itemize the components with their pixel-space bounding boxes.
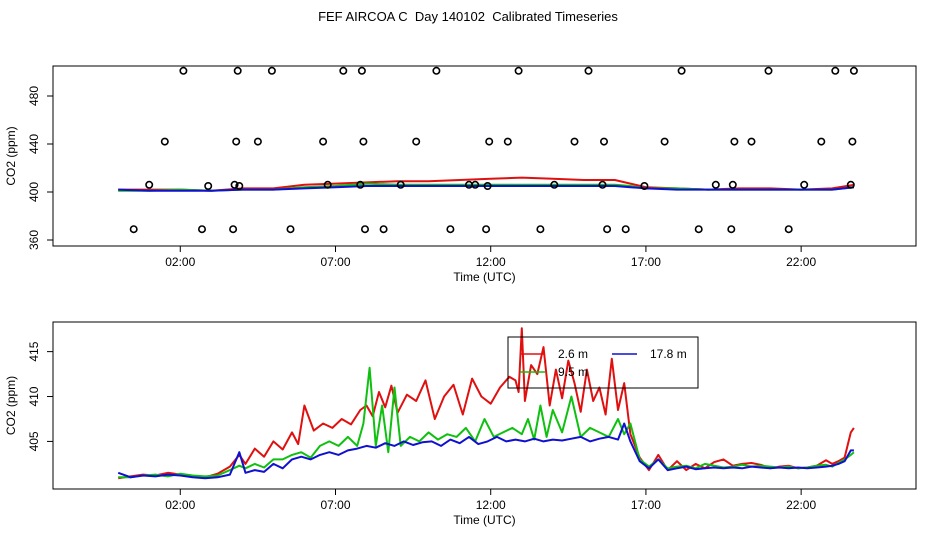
panel1-x-tick-label: 02:00 [165, 255, 195, 269]
panel2-x-tick-label: 02:00 [165, 498, 195, 512]
panel1-scatter-point [640, 182, 649, 191]
panel1-y-tick-label: 440 [27, 134, 41, 154]
panel1-scatter-point [598, 180, 607, 189]
panel1-scatter-point [286, 225, 295, 234]
panel1-scatter-point [356, 180, 365, 189]
panel1-scatter-point [784, 225, 793, 234]
panel2-series-line-2 [118, 366, 855, 479]
panel1-scatter-point [584, 66, 593, 75]
panel2-y-tick-label: 410 [27, 386, 41, 406]
panel1-scatter-point [728, 180, 737, 189]
panel1-x-tick-label: 17:00 [631, 255, 661, 269]
panel1-scatter-point [846, 180, 855, 189]
panel1-scatter-point [485, 137, 494, 146]
panel2-series-line-1 [118, 327, 855, 480]
panel1-scatter-point [677, 66, 686, 75]
panel1-scatter-point [727, 225, 736, 234]
panel1-scatter-point [503, 137, 512, 146]
panel1-scatter-point [233, 66, 242, 75]
panel1-x-tick-label: 07:00 [320, 255, 350, 269]
panel1-scatter-point [229, 225, 238, 234]
panel1-scatter-point [848, 137, 857, 146]
panel1-scatter-point [603, 225, 612, 234]
panel1-y-axis-label: CO2 (ppm) [4, 126, 18, 185]
panel1-scatter-point [747, 137, 756, 146]
panel1-scatter-point [396, 180, 405, 189]
panel1-scatter-point [145, 180, 154, 189]
legend-label-2: 9.5 m [558, 365, 588, 379]
panel1-series-line-3 [118, 185, 855, 192]
panel1-scatter-point [536, 225, 545, 234]
panel1-scatter-point [179, 66, 188, 75]
panel1-scatter-point [849, 66, 858, 75]
panel2-y-tick-label: 405 [27, 431, 41, 451]
panel1-scatter-point [323, 180, 332, 189]
panel1-scatter-point [446, 225, 455, 234]
panel1-scatter-point [253, 137, 262, 146]
chart-title: FEF AIRCOA C Day 140102 Calibrated Times… [318, 9, 618, 24]
panel1-scatter-point [432, 66, 441, 75]
panel1-scatter-point [694, 225, 703, 234]
panel1-scatter-point [379, 225, 388, 234]
panel1-scatter-point [319, 137, 328, 146]
panel1-scatter-point [230, 180, 239, 189]
panel2-series-line-3 [117, 422, 854, 480]
panel2-x-tick-label: 07:00 [320, 498, 350, 512]
panel1-scatter-point [711, 180, 720, 189]
panel1-scatter-point [357, 66, 366, 75]
panel1-y-tick-label: 480 [27, 86, 41, 106]
panel1-scatter-point [550, 180, 559, 189]
panel1-scatter-point [471, 180, 480, 189]
panel1-x-axis-label: Time (UTC) [453, 270, 515, 284]
panel1-scatter-point [660, 137, 669, 146]
panel1-plot-frame [52, 65, 917, 247]
panel1-scatter-point [764, 66, 773, 75]
panel1-scatter-point [817, 137, 826, 146]
panel1-scatter-point [198, 225, 207, 234]
panel2-plot-frame [52, 321, 917, 490]
panel2-x-axis-label: Time (UTC) [453, 513, 515, 527]
panel1-scatter-point [129, 225, 138, 234]
panel1-scatter-point [339, 66, 348, 75]
panel1-scatter-point [621, 225, 630, 234]
panel2-y-axis-label: CO2 (ppm) [4, 376, 18, 435]
legend-label-3: 17.8 m [650, 347, 687, 361]
panel1-scatter-point [730, 137, 739, 146]
panel1-scatter-point [482, 225, 491, 234]
panel1-scatter-point [831, 66, 840, 75]
panel1-scatter-point [570, 137, 579, 146]
panel1-scatter-point [800, 180, 809, 189]
panel1-scatter-point [359, 137, 368, 146]
panel1-x-tick-label: 12:00 [476, 255, 506, 269]
panel2-x-tick-label: 12:00 [476, 498, 506, 512]
panel2-x-tick-label: 17:00 [631, 498, 661, 512]
panel1-x-tick-label: 22:00 [786, 255, 816, 269]
panel1-y-tick-label: 400 [27, 182, 41, 202]
panel1-scatter-point [599, 137, 608, 146]
legend-label-1: 2.6 m [558, 347, 588, 361]
panel1-scatter-point [232, 137, 241, 146]
panel1-scatter-point [514, 66, 523, 75]
panel1-y-tick-label: 360 [27, 230, 41, 250]
panel1-scatter-point [204, 182, 213, 191]
legend-box [507, 336, 699, 389]
panel2-x-tick-label: 22:00 [786, 498, 816, 512]
panel1-scatter-point [483, 182, 492, 191]
panel1-scatter-point [412, 137, 421, 146]
panel1-scatter-point [360, 225, 369, 234]
panel1-scatter-point [235, 182, 244, 191]
panel2-y-tick-label: 415 [27, 341, 41, 361]
panel1-scatter-point [160, 137, 169, 146]
panel1-scatter-point [267, 66, 276, 75]
